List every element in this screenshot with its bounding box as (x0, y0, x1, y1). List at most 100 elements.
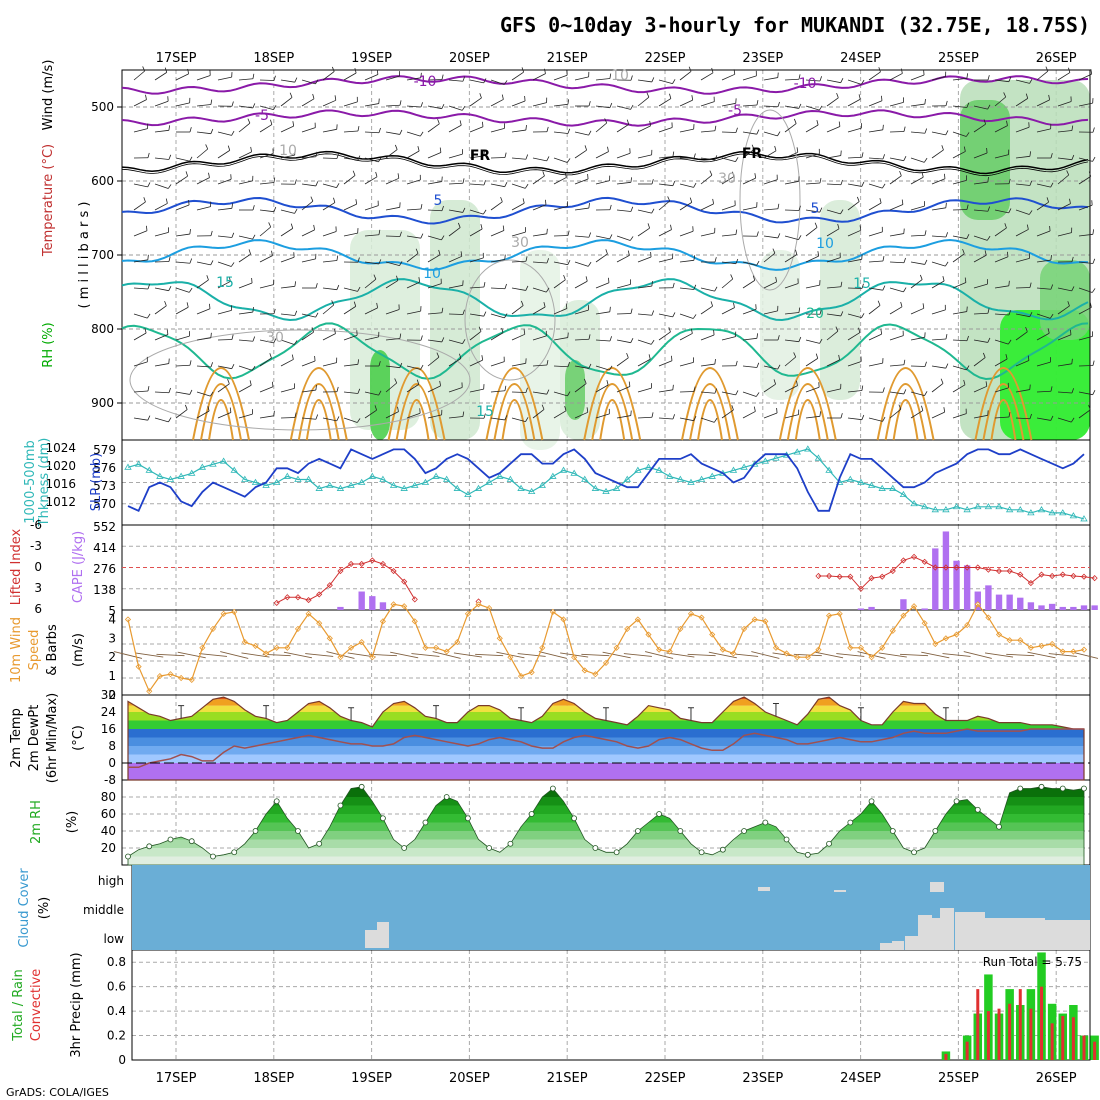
upper-wind-barb-flag (231, 130, 235, 136)
upper-wind-barb-flag (924, 391, 928, 396)
rh-marker (486, 845, 493, 851)
upper-wind-barb-flag (756, 260, 760, 266)
upper-wind-barb-flag (647, 223, 650, 229)
rh-marker (996, 823, 1002, 830)
upper-wind-barb-flag (880, 329, 883, 335)
upper-wind-barb (490, 287, 506, 290)
warm-contour-dome (289, 367, 348, 441)
upper-wind-barb (217, 412, 232, 419)
upper-wind-barb-flag (588, 101, 591, 107)
upper-wind-barb (343, 72, 357, 81)
upper-wind-barb-flag (252, 336, 256, 342)
upper-wind-barb (217, 131, 232, 136)
upper-wind-barb-flag (1071, 125, 1074, 131)
cape-bar (1091, 605, 1098, 610)
upper-wind-barb-flag (795, 249, 798, 255)
upper-wind-barb-flag (333, 197, 336, 203)
upper-wind-barb-flag (986, 235, 991, 241)
rh-contour (464, 259, 556, 381)
upper-wind-barb (448, 339, 463, 345)
upper-wind-barb-flag (186, 302, 189, 308)
date-label-bottom: 18SEP (253, 1071, 294, 1086)
upper-wind-barb (217, 207, 232, 211)
warm-contour-dome (305, 399, 332, 441)
upper-wind-barb-flag (1071, 256, 1074, 262)
upper-wind-barb-flag (819, 207, 823, 213)
upper-wind-barb-flag (630, 206, 634, 212)
upper-wind-barb (280, 209, 295, 214)
upper-wind-barb-flag (712, 198, 714, 204)
upper-wind-barb-flag (861, 414, 865, 420)
upper-wind-barb-flag (878, 67, 881, 73)
upper-wind-barb (763, 412, 778, 419)
upper-wind-barb (322, 71, 335, 81)
upper-wind-barb-flag (378, 259, 382, 265)
upper-wind-barb (973, 312, 989, 315)
upper-wind-barb (553, 205, 568, 211)
upper-wind-barb (574, 149, 587, 159)
cape-bar (974, 591, 981, 610)
upper-wind-barb (679, 202, 692, 211)
upper-wind-barb-flag (646, 92, 650, 98)
upper-wind-barb (910, 410, 924, 419)
upper-wind-barb-flag (798, 74, 801, 80)
upper-wind-barb-flag (228, 276, 231, 282)
upper-wind-barb (658, 417, 673, 420)
upper-wind-barb (448, 105, 463, 111)
upper-wind-barb-flag (1071, 154, 1075, 160)
upper-wind-barb (994, 256, 1009, 263)
upper-wind-barb-flag (546, 360, 549, 366)
upper-wind-barb-flag (838, 354, 840, 360)
upper-wind-barb-flag (1089, 302, 1092, 308)
upper-wind-barb-flag (336, 255, 339, 261)
upper-wind-barb (1015, 257, 1030, 263)
upper-wind-barb-flag (670, 224, 672, 230)
upper-wind-barb (427, 235, 442, 241)
rh-shade-area (370, 350, 390, 440)
upper-wind-barb (448, 153, 463, 159)
contour-label: -10 (414, 74, 437, 90)
upper-wind-barb (280, 359, 294, 367)
surface-wind-barb (283, 651, 313, 659)
upper-wind-barb (154, 363, 169, 367)
upper-wind-barb (259, 105, 274, 111)
upper-wind-barb-flag (1070, 329, 1072, 335)
upper-wind-barb (532, 73, 546, 81)
upper-wind-barb (259, 226, 271, 237)
upper-wind-barb (910, 131, 925, 134)
upper-wind-barb (805, 209, 820, 213)
upper-wind-barb-flag (315, 79, 319, 85)
upper-wind-barb-flag (189, 389, 193, 395)
upper-wind-barb-flag (688, 66, 692, 72)
upper-wind-barb-flag (524, 183, 529, 189)
cloud-cover-block (1045, 920, 1090, 950)
upper-wind-barb-flag (711, 67, 714, 73)
upper-wind-barb (427, 414, 442, 419)
upper-wind-barb (364, 131, 380, 134)
upper-wind-barb-flag (817, 251, 820, 257)
upper-wind-barb-flag (231, 334, 234, 340)
upper-wind-barb (700, 232, 715, 237)
upper-wind-barb-flag (504, 182, 508, 187)
upper-wind-barb (280, 79, 295, 83)
upper-wind-barb-flag (1050, 153, 1053, 159)
upper-wind-barb (910, 157, 925, 163)
warm-contour-dome (403, 399, 430, 441)
upper-wind-barb-flag (903, 156, 907, 161)
upper-wind-barb-flag (798, 235, 802, 240)
upper-wind-barb (238, 282, 253, 289)
upper-wind-barb (1078, 204, 1093, 211)
surface-wind-barb (1027, 651, 1056, 659)
cape-bar (1027, 602, 1035, 610)
upper-wind-barb-flag (293, 340, 298, 345)
precip-convective-bar (1050, 1023, 1054, 1060)
upper-wind-barb-flag (252, 73, 255, 79)
upper-wind-barb-flag (483, 282, 486, 288)
upper-wind-barb (847, 229, 861, 237)
upper-wind-barb (196, 131, 211, 135)
upper-wind-barb (637, 339, 652, 345)
date-label-top: 20SEP (449, 51, 490, 66)
upper-wind-barb (259, 284, 274, 289)
upper-wind-barb-flag (396, 275, 399, 281)
upper-wind-barb-flag (735, 390, 739, 396)
